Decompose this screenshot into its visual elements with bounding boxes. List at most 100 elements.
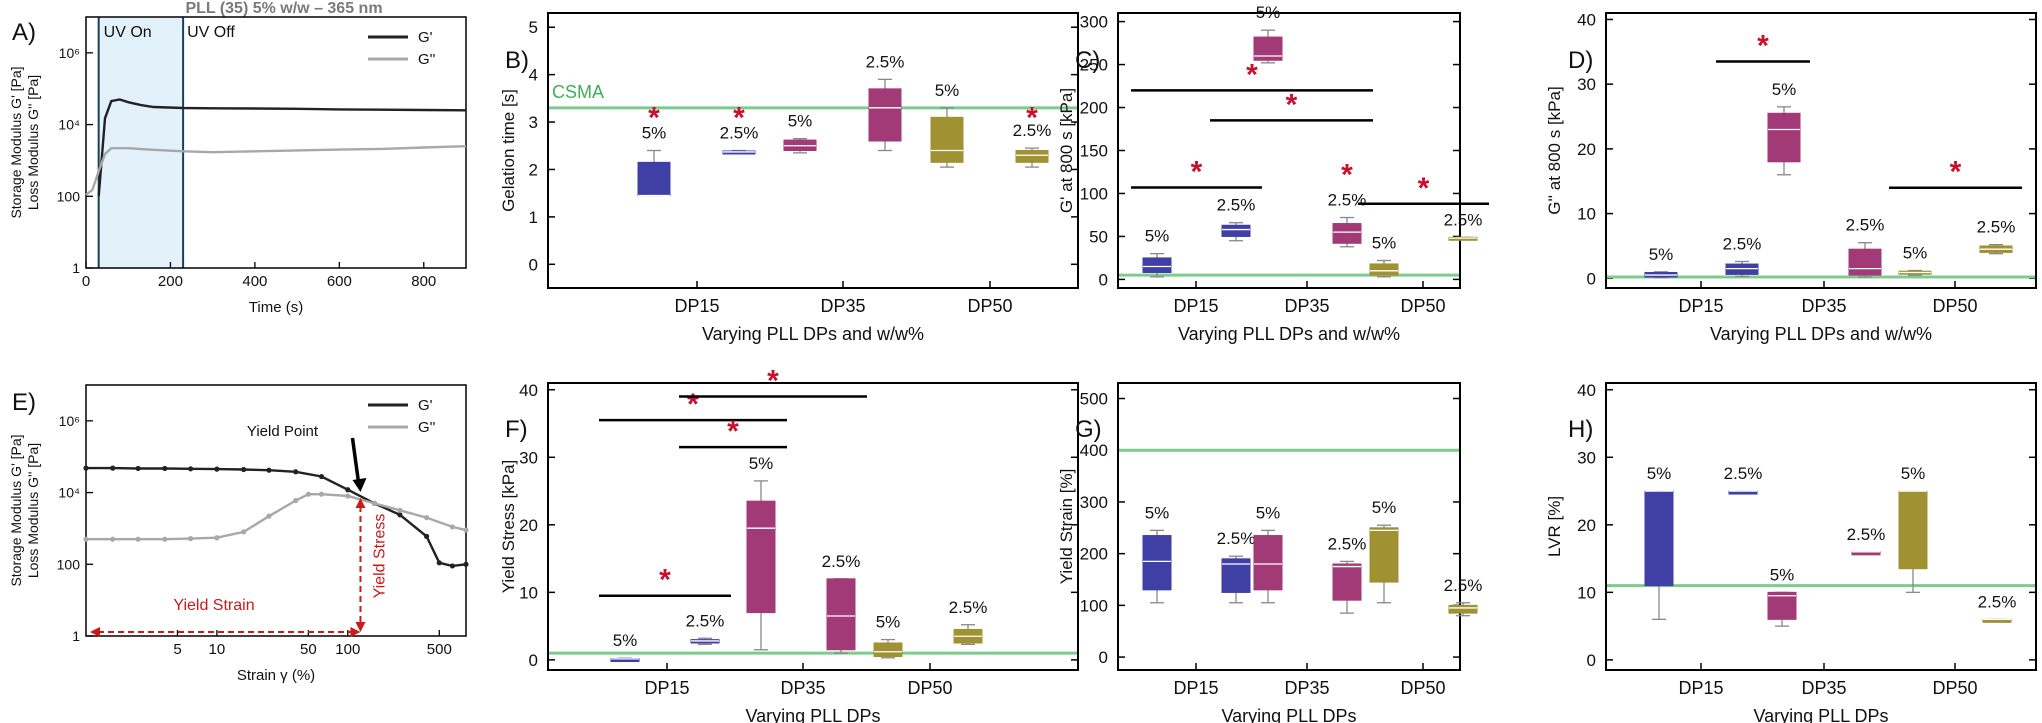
data-point xyxy=(449,524,456,530)
x-tick-label: DP35 xyxy=(820,296,865,316)
significance-star: * xyxy=(648,102,660,135)
plot-frame xyxy=(1605,12,2037,289)
y-axis-label: Gelation time [s] xyxy=(499,89,518,212)
significance-star: * xyxy=(1757,30,1769,63)
box-body xyxy=(1015,150,1049,163)
y-tick-label: 300 xyxy=(1080,13,1108,32)
yield-strain-label: Yield Strain xyxy=(173,597,254,614)
y-tick-label: 0 xyxy=(1587,269,1596,288)
y-tick-label: 400 xyxy=(1080,441,1108,460)
significance-star: * xyxy=(733,102,745,135)
panel-label: G) xyxy=(1075,416,1102,443)
panel-label: E) xyxy=(12,389,36,416)
box-body xyxy=(1221,224,1251,237)
box-label: 5% xyxy=(1901,464,1926,483)
box-label: 5% xyxy=(788,112,813,131)
y-tick-label: 200 xyxy=(1080,99,1108,118)
box-body xyxy=(930,116,964,163)
series-gprime-line xyxy=(97,98,467,197)
panel-f: F) 0 10 20 30 40 Yield Stress [kPa] DP15 DP35 DP5… xyxy=(499,365,1079,723)
box-label: 2.5% xyxy=(949,598,988,617)
uv-off-label: UV Off xyxy=(187,24,235,41)
box-label: 5% xyxy=(613,631,638,650)
x-axis-label: Varying PLL DPs and w/w% xyxy=(1710,324,1932,344)
y-tick-label: 100 xyxy=(57,188,81,204)
x-tick-label: DP35 xyxy=(1284,678,1329,698)
significance-star: * xyxy=(1341,158,1353,191)
box-dp35-5: 5% xyxy=(1767,565,1797,627)
box-label: 2.5% xyxy=(1978,592,2017,611)
y-tick-label: 150 xyxy=(1080,142,1108,161)
box-dp15-2-5: 2.5% xyxy=(1217,196,1255,242)
data-point xyxy=(110,465,116,471)
box-dp15-5: 5% xyxy=(1644,464,1674,621)
x-tick-label: DP50 xyxy=(907,678,952,698)
box-dp50-2-5: 2.5% xyxy=(1444,210,1483,241)
panel-e: E) 1 100 10⁴ 10⁶ 5 10 50 100 500 Strain γ (%) Stora… xyxy=(8,384,469,684)
box-label: 5% xyxy=(1256,3,1281,22)
plot-frame xyxy=(547,382,1079,671)
box-body xyxy=(1332,223,1362,244)
box-dp35-2-5: 2.5% xyxy=(1846,216,1884,278)
box-label: 5% xyxy=(1145,227,1170,246)
plot-frame xyxy=(1117,12,1461,289)
legend-label: G' xyxy=(418,397,433,414)
y-tick-label: 20 xyxy=(1577,140,1596,159)
yield-stress-arrowhead-top xyxy=(355,498,366,509)
x-tick-label: DP50 xyxy=(1400,678,1445,698)
box-body xyxy=(826,578,856,651)
box-dp15-5: 5% xyxy=(1644,245,1678,279)
x-tick-label: DP50 xyxy=(967,296,1012,316)
box-body xyxy=(868,88,902,142)
yield-point-arrowhead xyxy=(352,478,367,493)
box-body xyxy=(1253,36,1283,61)
series-gprime-line xyxy=(86,466,467,568)
box-dp50-2-5: 2.5% xyxy=(1977,218,2015,255)
data-point xyxy=(83,465,89,471)
y-tick-label: 10⁶ xyxy=(59,45,80,61)
x-tick-label: DP15 xyxy=(674,296,719,316)
data-point xyxy=(371,500,378,506)
data-point xyxy=(293,497,299,504)
box-dp50-5: 5% xyxy=(1898,244,1932,276)
box-label: 2.5% xyxy=(1328,191,1367,210)
y-axis-label-top: Storage Modulus G' [Pa] xyxy=(8,66,24,218)
data-point xyxy=(241,466,247,473)
y-tick-label: 500 xyxy=(1080,390,1108,409)
x-tick-label: DP50 xyxy=(1400,296,1445,316)
panel-g: G) 0 100 200 300 400 500 Yield Strain [%] DP15 DP… xyxy=(1057,382,1482,723)
box-dp15-2-5: 2.5% xyxy=(1217,529,1255,604)
box-label: 5% xyxy=(1372,234,1397,253)
box-dp50-5: 5% xyxy=(930,81,964,168)
x-tick-label: 600 xyxy=(327,273,352,290)
box-dp35-5: 5% xyxy=(1253,503,1283,604)
plot-frame xyxy=(547,12,1079,289)
x-tick-label: DP15 xyxy=(1678,678,1723,698)
y-tick-label: 1 xyxy=(529,208,538,227)
box-body xyxy=(1142,535,1172,591)
box-body xyxy=(1767,112,1801,163)
panel-label: B) xyxy=(505,47,529,74)
y-axis-label: G' at 800 s [kPa] xyxy=(1057,88,1076,213)
y-tick-label: 200 xyxy=(1080,545,1108,564)
series-gdouble-line xyxy=(86,493,467,541)
box-body xyxy=(1848,248,1882,276)
box-label: 2.5% xyxy=(1444,210,1483,229)
y-axis-label-bottom: Loss Modulus G'' [Pa] xyxy=(25,75,41,210)
data-point xyxy=(135,465,141,472)
box-dp50-2-5: 2.5% xyxy=(949,598,988,645)
x-tick-label: 10 xyxy=(209,641,226,658)
panel-label: C) xyxy=(1075,47,1100,74)
box-label: 2.5% xyxy=(1847,525,1886,544)
y-tick-label: 10 xyxy=(519,583,538,602)
y-tick-label: 10 xyxy=(1577,205,1596,224)
panel-label: D) xyxy=(1568,47,1593,74)
data-point xyxy=(293,469,299,475)
significance-star: * xyxy=(1026,102,1038,135)
legend-label: G' xyxy=(418,29,433,46)
series-gdouble-line xyxy=(85,145,467,196)
significance-star: * xyxy=(659,564,671,597)
data-point xyxy=(318,491,325,497)
significance-star: * xyxy=(767,365,779,398)
box-body xyxy=(1644,490,1674,587)
